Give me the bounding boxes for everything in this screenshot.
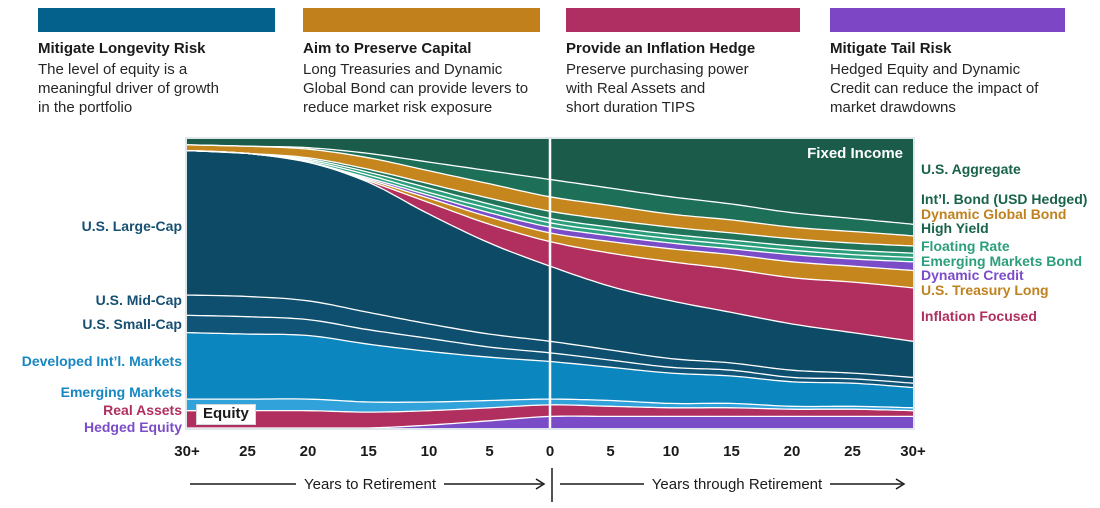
axis-arrow — [895, 478, 906, 490]
asset-label-left: Real Assets — [103, 402, 182, 418]
x-tick: 5 — [485, 443, 494, 460]
area-us_small_cap — [187, 315, 913, 388]
area-us_aggregate — [187, 139, 913, 225]
asset-label-left: Emerging Markets — [60, 384, 182, 400]
card-title: Provide an Inflation Hedge — [566, 40, 756, 57]
area-us_treasury_long — [187, 150, 913, 288]
card-title: Mitigate Tail Risk — [830, 40, 952, 57]
area-us_mid_cap — [187, 295, 913, 384]
asset-label-right: Int’l. Bond (USD Hedged) — [921, 191, 1088, 207]
x-tick: 20 — [299, 443, 317, 460]
asset-label-left: U.S. Small-Cap — [82, 316, 182, 332]
card-body: The level of equity is a meaningful driv… — [38, 61, 219, 116]
glide-path-chart — [187, 139, 913, 428]
x-tick: 0 — [545, 443, 555, 460]
x-tick: 30+ — [174, 443, 200, 460]
asset-label-right: Dynamic Credit — [921, 267, 1024, 283]
x-tick: 25 — [239, 443, 256, 460]
x-tick: 25 — [844, 443, 861, 460]
card-title: Aim to Preserve Capital — [303, 40, 472, 57]
asset-label-right: U.S. Treasury Long — [921, 282, 1049, 298]
years-to-retirement-label: Years to Retirement — [304, 476, 437, 493]
area-dynamic_global_bond — [187, 144, 913, 246]
x-tick: 30+ — [900, 443, 926, 460]
x-tick: 15 — [360, 443, 377, 460]
x-tick: 5 — [606, 443, 615, 460]
strategy-card: Mitigate Tail Risk Hedged Equity and Dyna… — [830, 8, 1065, 117]
x-axis-annotation: Years to Retirement Years through Retire… — [190, 468, 906, 502]
card-body: Long Treasuries and Dynamic Global Bond … — [303, 61, 529, 116]
card-body: Hedged Equity and Dynamic Credit can red… — [830, 61, 1039, 116]
asset-label-left: Hedged Equity — [83, 419, 182, 435]
asset-label-right: Dynamic Global Bond — [921, 206, 1067, 222]
asset-label-right: High Yield — [921, 220, 989, 236]
x-tick: 10 — [662, 443, 680, 460]
asset-label-right: U.S. Aggregate — [921, 161, 1021, 177]
asset-label-left: Developed Int’l. Markets — [21, 353, 182, 369]
asset-label-right: Inflation Focused — [921, 308, 1037, 324]
glide-path-plot — [185, 137, 915, 430]
area-us_large_cap — [187, 150, 913, 378]
years-through-retirement-label: Years through Retirement — [652, 476, 823, 493]
strategy-card: Mitigate Longevity Risk The level of equi… — [38, 8, 275, 117]
axis-arrow — [535, 478, 546, 490]
x-tick: 10 — [420, 443, 438, 460]
equity-region-label: Equity — [196, 404, 256, 425]
strategy-card: Provide an Inflation Hedge Preserve purch… — [566, 8, 800, 117]
asset-label-right: Floating Rate — [921, 238, 1010, 254]
asset-label-left: U.S. Large-Cap — [81, 218, 182, 234]
card-color-bar — [38, 8, 275, 32]
card-color-bar — [303, 8, 540, 32]
fixed-income-region-label: Fixed Income — [807, 145, 903, 162]
strategy-card: Aim to Preserve Capital Long Treasuries a… — [303, 8, 540, 117]
card-body: Preserve purchasing power with Real Asse… — [566, 61, 749, 116]
asset-label-right: Emerging Markets Bond — [921, 253, 1083, 269]
x-tick: 20 — [783, 443, 801, 460]
card-color-bar — [566, 8, 800, 32]
asset-label-left: U.S. Mid-Cap — [95, 292, 182, 308]
card-color-bar — [830, 8, 1065, 32]
x-tick: 15 — [723, 443, 740, 460]
card-title: Mitigate Longevity Risk — [38, 40, 206, 57]
